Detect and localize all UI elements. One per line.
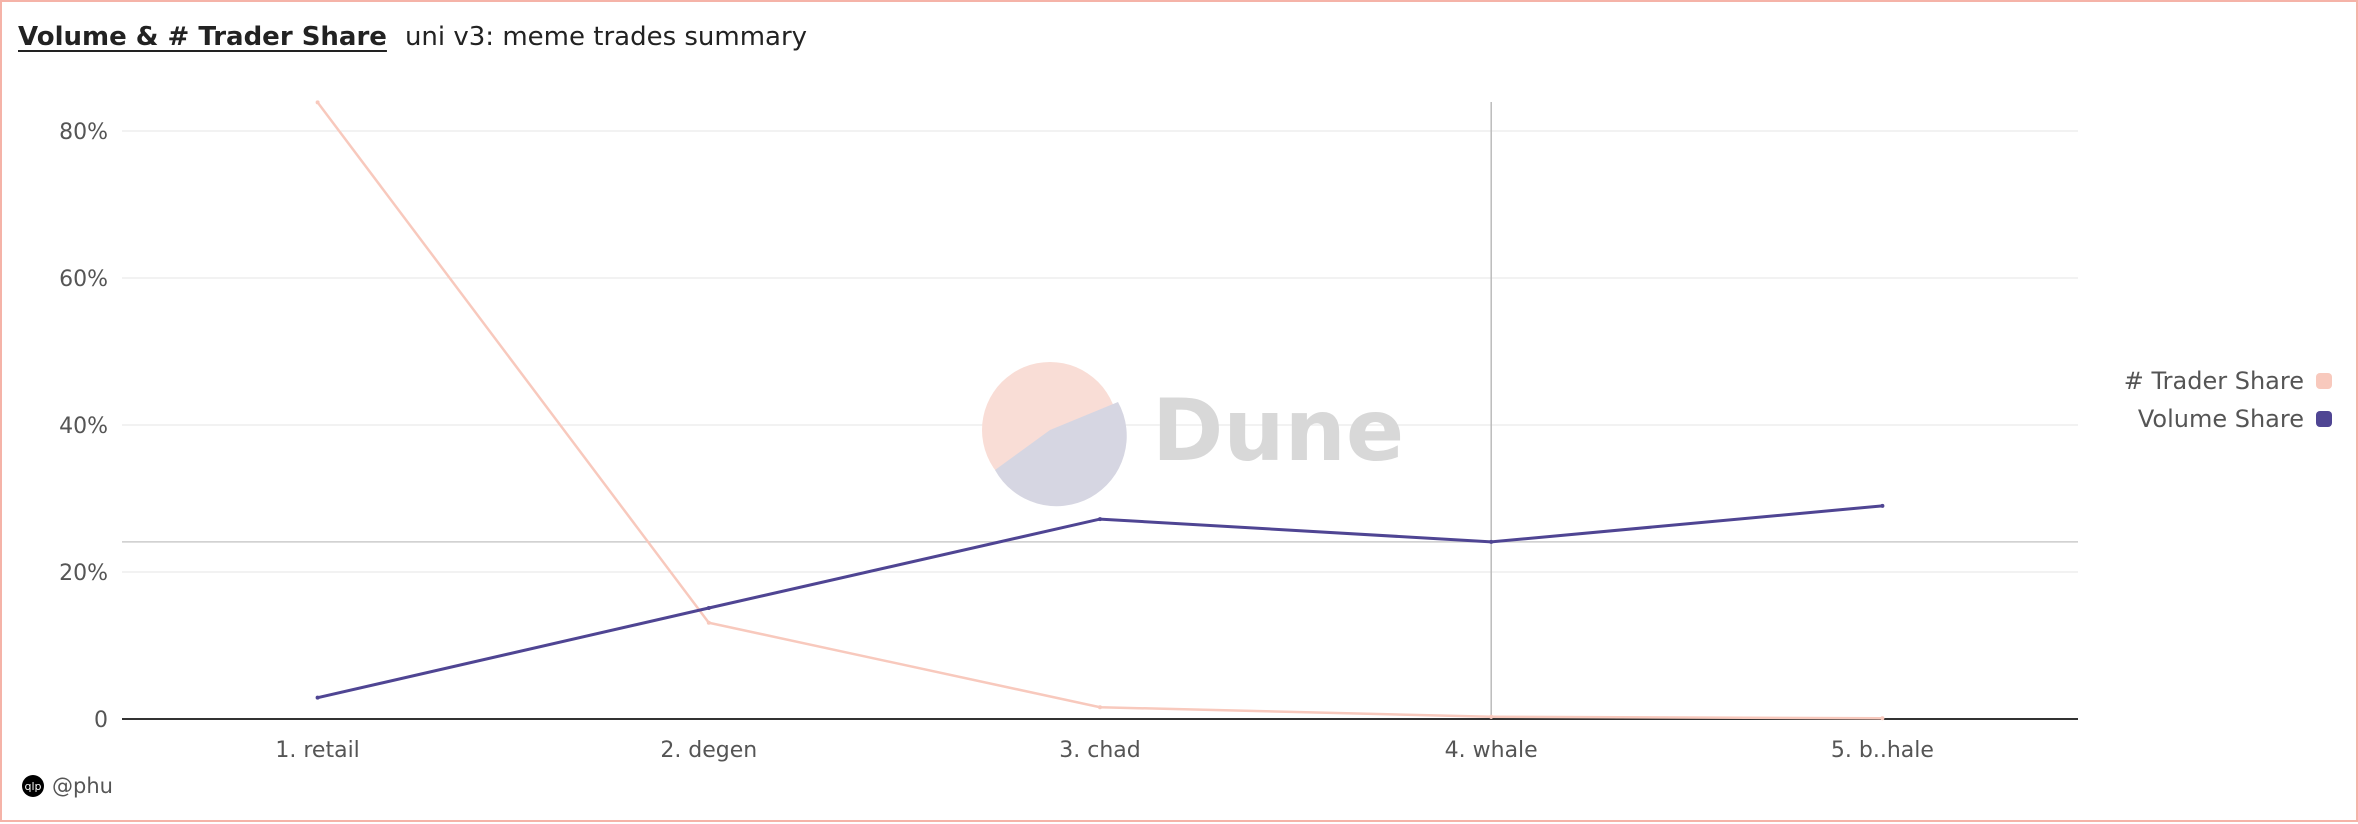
x-tick-label: 1. retail [275,738,359,763]
legend-swatch [2316,373,2332,389]
data-point [1489,539,1494,544]
chart-subtitle: uni v3: meme trades summary [404,22,808,52]
y-tick-label: 40% [59,414,108,439]
series-line-volume-share [317,504,1883,700]
legend-swatch [2316,411,2332,427]
dune-watermark: Dune [982,362,1404,507]
avatar: qlp [22,775,44,797]
watermark-text: Dune [1152,381,1404,481]
data-point [1880,503,1885,508]
author-handle: @phu [52,774,113,798]
legend-item-volume-share[interactable]: Volume Share [2124,400,2332,438]
data-point [706,606,711,611]
chart-title-link[interactable]: Volume & # Trader Share [18,22,387,52]
data-point [1098,705,1102,710]
x-tick-label: 5. b..hale [1831,738,1934,763]
y-tick-label: 0 [94,708,108,733]
data-point [1489,714,1494,719]
legend-label: Volume Share [2137,405,2304,433]
legend-label: # Trader Share [2123,367,2304,395]
data-point [1880,716,1885,721]
data-point [315,100,320,105]
data-point [1098,517,1102,522]
legend-item-trader-share[interactable]: # Trader Share [2124,362,2332,400]
data-point [315,695,320,700]
legend: # Trader Share Volume Share [2124,362,2332,438]
chart-header: Volume & # Trader Share uni v3: meme trad… [18,22,807,52]
x-tick-label: 4. whale [1445,738,1538,763]
y-tick-label: 60% [59,267,108,292]
author[interactable]: qlp @phu [22,774,113,798]
y-tick-label: 20% [59,561,108,586]
x-tick-label: 3. chad [1059,738,1140,763]
y-tick-label: 80% [59,120,108,145]
data-point [706,620,711,625]
x-tick-label: 2. degen [660,738,757,763]
